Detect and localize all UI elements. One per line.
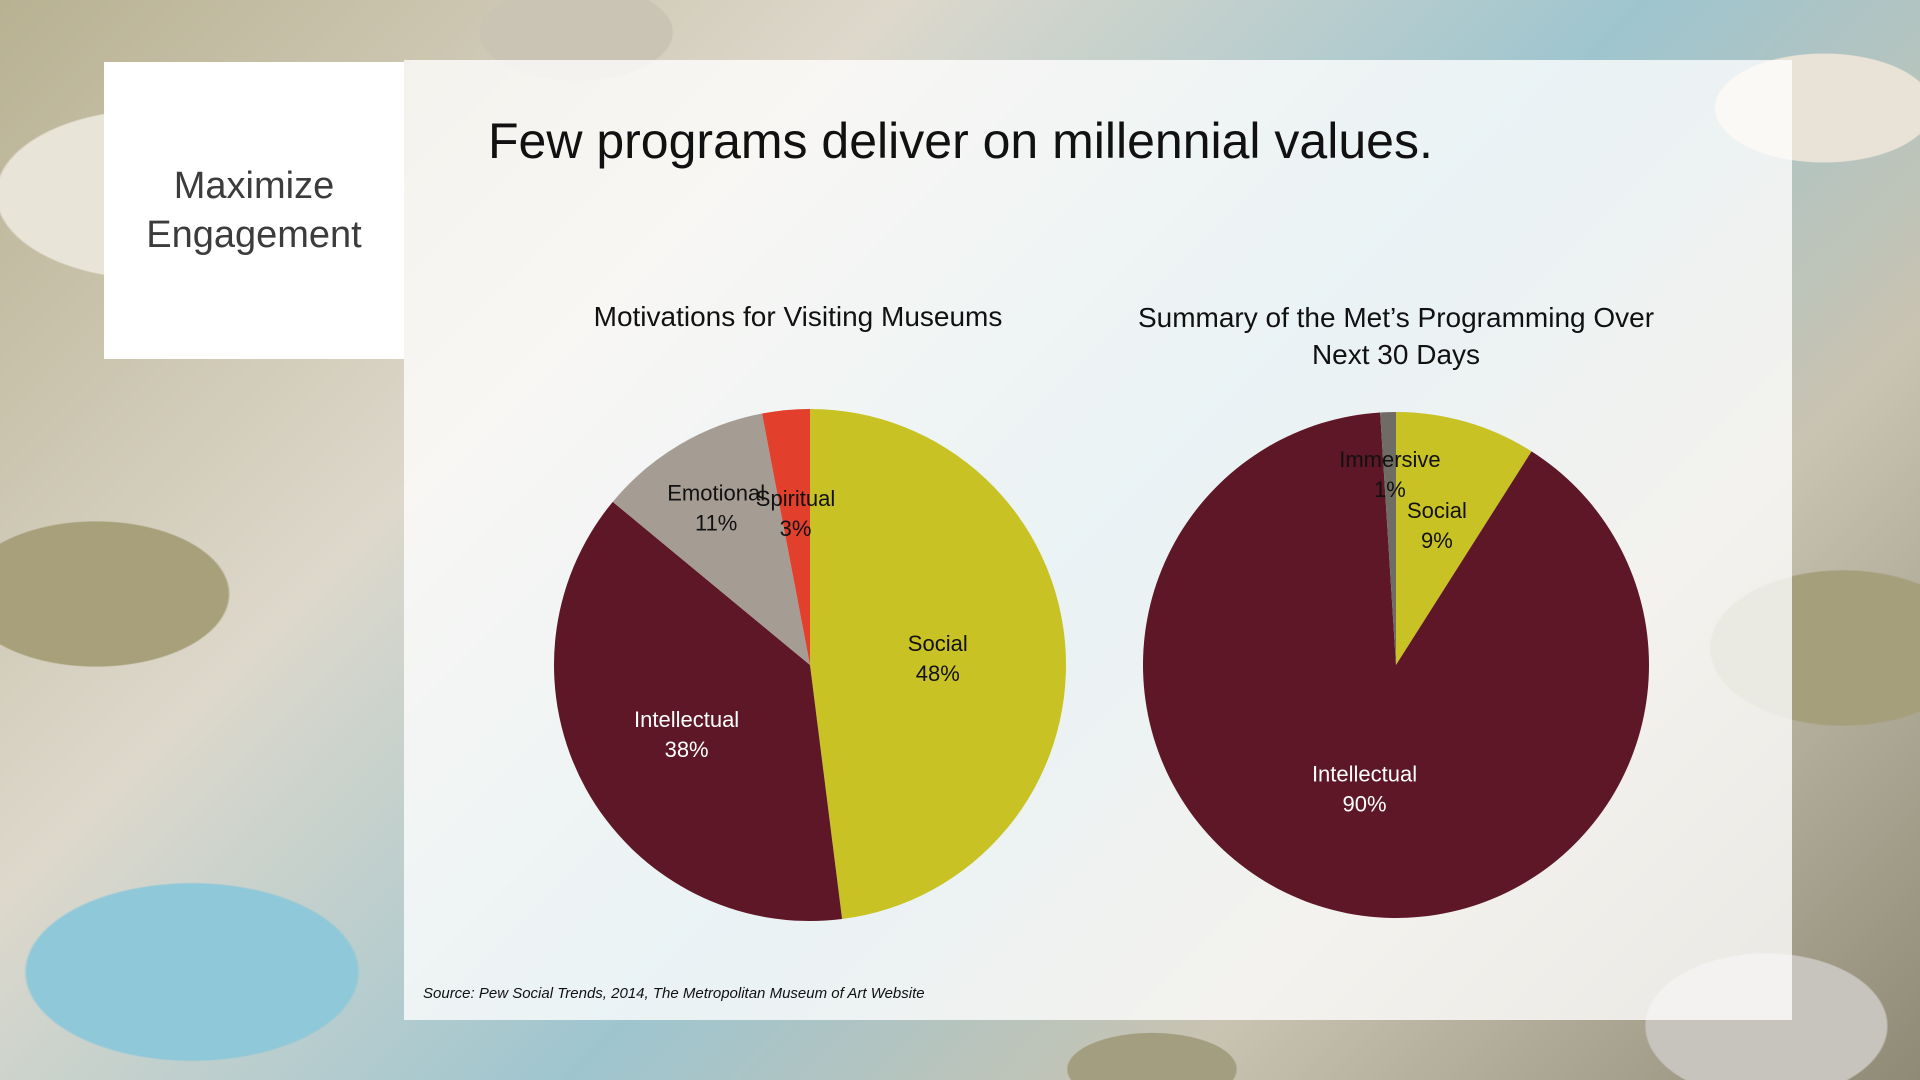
slice-value-social: 48% [916, 661, 960, 686]
slice-value-intellectual: 90% [1343, 792, 1387, 817]
slice-value-spiritual: 3% [780, 516, 812, 541]
pie-slice-social [1396, 412, 1532, 665]
pie-slice-immersive [1380, 412, 1396, 665]
section-box: Maximize Engagement [104, 62, 404, 359]
slice-name-emotional: Emotional [667, 480, 765, 505]
pie-slice-emotional [612, 413, 810, 665]
chart-title-motivations: Motivations for Visiting Museums [593, 301, 1003, 332]
pie-slice-intellectual [554, 501, 843, 921]
slice-name-intellectual: Intellectual [634, 707, 739, 732]
pie-slice-social [810, 408, 1067, 919]
source-note: Source: Pew Social Trends, 2014, The Met… [423, 985, 925, 1002]
slice-value-social: 9% [1421, 528, 1453, 553]
slice-name-intellectual: Intellectual [1312, 762, 1417, 787]
slice-value-immersive: 1% [1374, 477, 1406, 502]
slice-value-intellectual: 38% [665, 737, 709, 762]
slice-value-emotional: 11% [695, 510, 737, 535]
slide-headline: Few programs deliver on millennial value… [488, 113, 1433, 169]
slice-name-immersive: Immersive [1339, 447, 1440, 472]
chart-title-programming: Summary of the Met’s Programming Over Ne… [1137, 302, 1655, 370]
slice-name-social: Social [1407, 498, 1467, 523]
slice-name-spiritual: Spiritual [756, 486, 835, 511]
pie-slice-intellectual [1143, 412, 1650, 918]
slice-name-social: Social [908, 631, 968, 656]
section-title: Maximize Engagement [146, 164, 362, 256]
pie-slice-spiritual [762, 409, 810, 665]
